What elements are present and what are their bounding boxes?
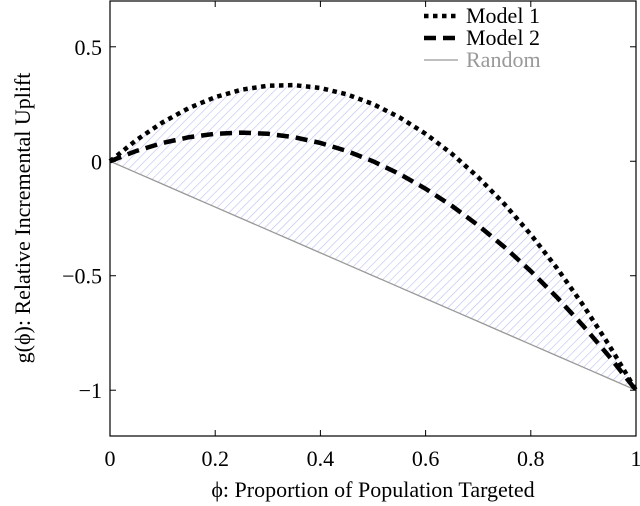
plot-frame — [109, 0, 637, 437]
y-axis-label: g(ϕ): Relative Incremental Uplift — [10, 73, 35, 364]
legend-label: Model 1 — [466, 3, 540, 28]
shaded-region — [110, 85, 636, 391]
x-axis-label: ϕ: Proportion of Population Targeted — [211, 477, 534, 502]
legend-label: Model 2 — [466, 25, 540, 50]
x-tick-label: 0.6 — [412, 446, 440, 471]
y-tick-label: −1 — [79, 378, 102, 403]
x-tick-label: 1 — [631, 446, 640, 471]
y-tick-label: −0.5 — [62, 264, 102, 289]
y-tick-label: 0 — [91, 149, 102, 174]
series-line-model-2 — [109, 130, 638, 392]
x-tick-label: 0.2 — [201, 446, 229, 471]
x-tick-label: 0.8 — [517, 446, 545, 471]
x-tick-label: 0 — [105, 446, 116, 471]
y-tick-label: 0.5 — [75, 35, 103, 60]
legend-label: Random — [466, 47, 541, 72]
x-tick-label: 0.4 — [307, 446, 335, 471]
series-line-random — [109, 160, 637, 391]
